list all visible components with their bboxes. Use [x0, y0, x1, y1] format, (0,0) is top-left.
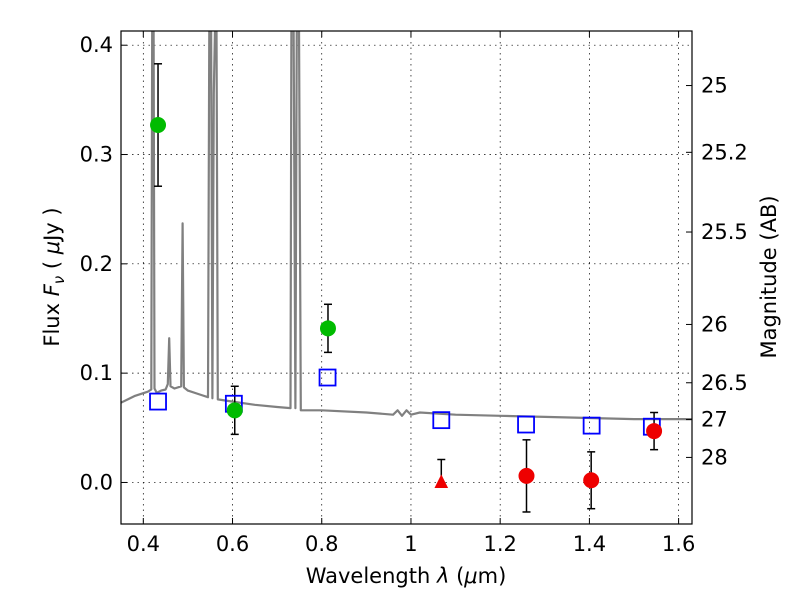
- x-axis-label: Wavelength λ (μm): [306, 564, 507, 588]
- data-markers: [149, 63, 663, 513]
- right-axis-label: Magnitude (AB): [757, 195, 781, 358]
- upper-limit-triangle: [434, 474, 449, 488]
- y-tick-label: 0.3: [80, 143, 113, 167]
- data-point: [646, 423, 663, 440]
- x-tick-label: 0.6: [216, 532, 249, 556]
- axis-ticks: 0.4 0.6 0.8 1 1.2 1.4 1.6 0.0 0.1 0.2 0.3 0.4 25 25.2…: [80, 31, 748, 556]
- magnitude-tick-label: 28: [701, 445, 728, 469]
- magnitude-tick-label: 26.5: [701, 371, 748, 395]
- data-point: [583, 472, 600, 489]
- data-point: [319, 320, 336, 337]
- model-photometry-square: [432, 411, 451, 430]
- x-tick-label: 0.8: [305, 532, 338, 556]
- data-point: [150, 117, 167, 134]
- magnitude-tick-label: 27: [701, 408, 728, 432]
- model-spectrum: [121, 31, 692, 421]
- y-axis-label: Flux Fν ( μJy ): [40, 207, 68, 346]
- magnitude-tick-label: 25.5: [701, 220, 748, 244]
- magnitude-tick-label: 25: [701, 74, 728, 98]
- plot-frame: [120, 30, 693, 525]
- magnitude-tick-label: 26: [701, 312, 728, 336]
- magnitude-tick-label: 25.2: [701, 140, 748, 164]
- y-tick-label: 0.4: [80, 33, 113, 57]
- y-tick-label: 0.0: [80, 470, 113, 494]
- data-point: [226, 402, 243, 419]
- y-tick-label: 0.2: [80, 252, 113, 276]
- x-tick-label: 0.4: [127, 532, 160, 556]
- x-tick-label: 1.2: [483, 532, 516, 556]
- model-photometry-square: [149, 392, 167, 411]
- model-photometry-square: [517, 415, 535, 434]
- x-tick-label: 1: [404, 532, 417, 556]
- x-tick-label: 1.6: [662, 532, 695, 556]
- spectrum-line: [121, 31, 692, 421]
- x-tick-label: 1.4: [573, 532, 606, 556]
- model-photometry-square: [318, 368, 337, 387]
- y-tick-label: 0.1: [80, 361, 113, 385]
- model-photometry-square: [582, 416, 601, 435]
- data-point: [518, 467, 535, 484]
